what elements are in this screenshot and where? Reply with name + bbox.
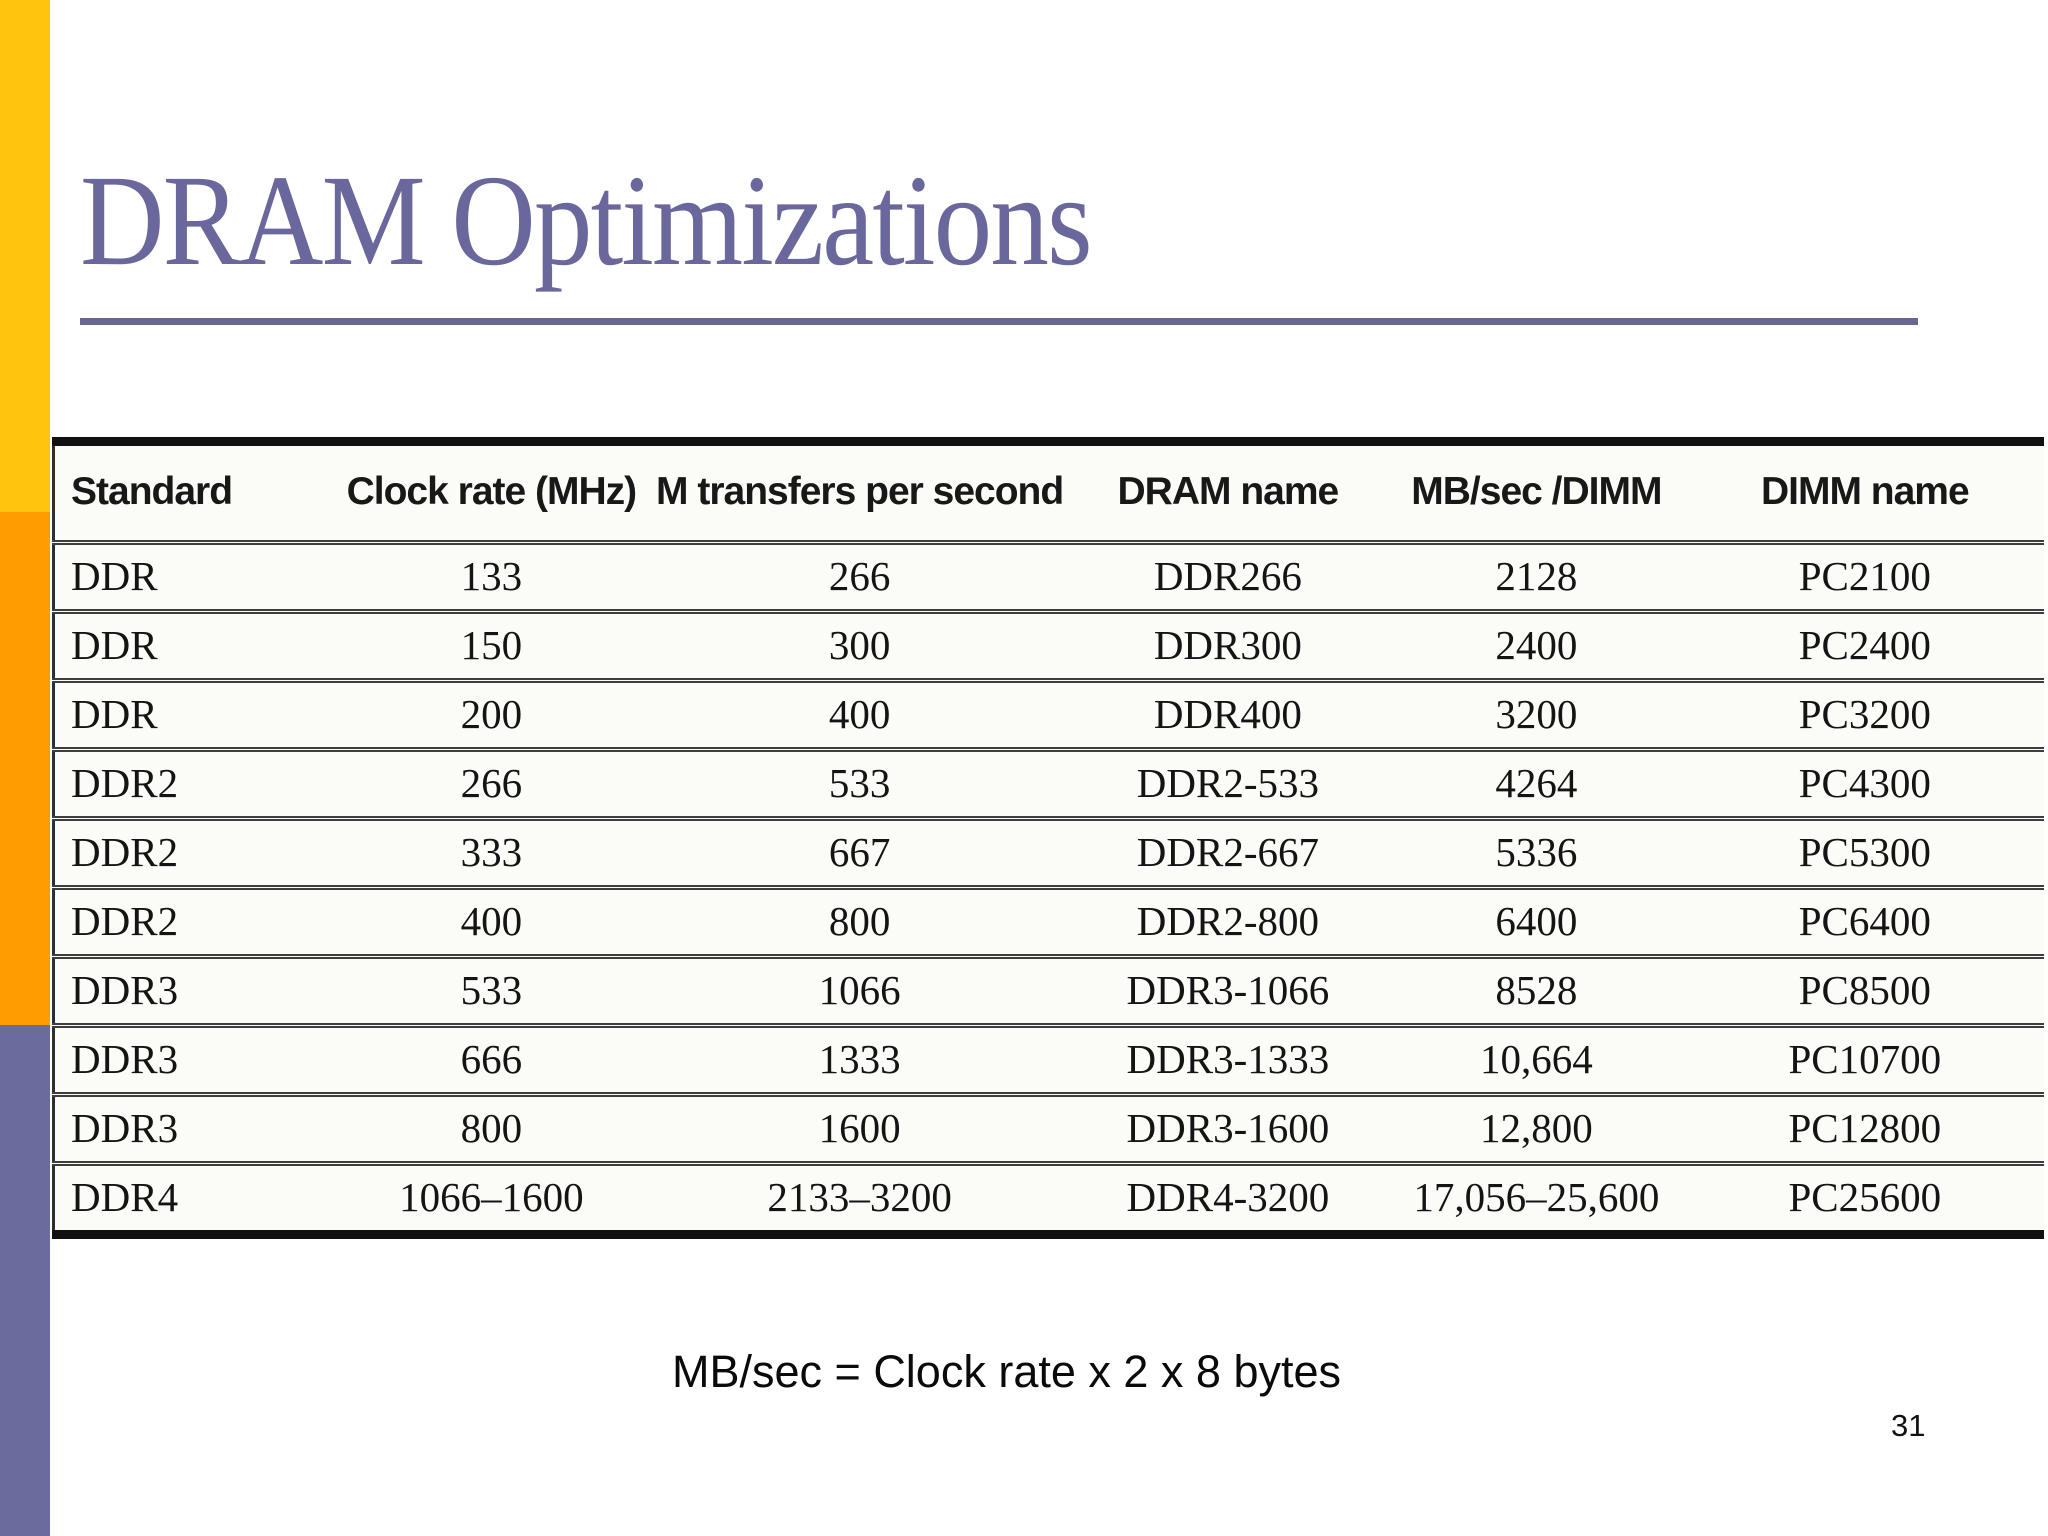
table-cell: 800 <box>460 1105 523 1151</box>
header-cell: M transfers per second <box>656 470 1064 513</box>
table-cell: 300 <box>828 622 891 668</box>
table-cell: 2133–3200 <box>767 1174 952 1220</box>
table-cell: 666 <box>460 1036 523 1082</box>
table-row: DDR2 333 667 DDR2-667 5336 PC5300 <box>53 818 2044 888</box>
table-cell: DDR3 <box>71 1105 179 1151</box>
page-number: 31 <box>1891 1408 1926 1443</box>
table-cell: 8528 <box>1495 967 1578 1013</box>
page-title: DRAM Optimizations <box>80 149 1093 293</box>
table-cell: DDR266 <box>1153 553 1302 599</box>
table-cell: PC2400 <box>1798 622 1931 668</box>
dram-table: Standard Clock rate (MHz) M transfers per … <box>52 437 2044 1239</box>
table-cell: DDR4-3200 <box>1126 1174 1330 1220</box>
table-cell: DDR3 <box>71 967 179 1013</box>
table-cell: DDR2-533 <box>1136 760 1319 806</box>
table-cell: DDR2 <box>71 898 179 944</box>
header-cell: DIMM name <box>1760 470 1970 513</box>
table-row: DDR 200 400 DDR400 3200 PC3200 <box>53 680 2044 750</box>
table-row: DDR3 533 1066 DDR3-1066 8528 PC8500 <box>53 956 2044 1026</box>
table-cell: DDR300 <box>1153 622 1302 668</box>
table-cell: 800 <box>828 898 891 944</box>
table-cell: 2128 <box>1495 553 1578 599</box>
table-cell: PC25600 <box>1788 1174 1942 1220</box>
table-cell: DDR2 <box>71 760 179 806</box>
table-row: DDR 133 266 DDR266 2128 PC2100 <box>54 543 2045 612</box>
table-cell: 1600 <box>818 1105 901 1151</box>
table-cell: 266 <box>460 760 523 806</box>
header-cell: DRAM name <box>1117 470 1340 513</box>
table-row: DDR2 266 533 DDR2-533 4264 PC4300 <box>53 749 2044 819</box>
table-cell: DDR2-800 <box>1136 898 1319 944</box>
table-cell: DDR <box>71 691 158 737</box>
table-cell: 1066 <box>818 967 901 1013</box>
table-cell: PC5300 <box>1798 829 1931 875</box>
table-row: DDR2 400 800 DDR2-800 6400 PC6400 <box>53 887 2044 957</box>
table-cell: 5336 <box>1495 829 1578 875</box>
header-cell: Clock rate (MHz) <box>346 470 638 513</box>
table-body: DDR 133 266 DDR266 2128 PC2100 DDR 150 300 DDR300… <box>53 543 2045 1235</box>
table-cell: DDR2 <box>71 829 179 875</box>
table-cell: DDR <box>71 622 158 668</box>
formula-caption: MB/sec = Clock rate x 2 x 8 bytes <box>672 1346 1342 1397</box>
table-cell: PC10700 <box>1788 1036 1942 1082</box>
table-cell: 400 <box>460 898 523 944</box>
table-cell: DDR3-1066 <box>1126 967 1330 1013</box>
table-cell: DDR <box>71 553 158 599</box>
table-row: DDR3 800 1600 DDR3-1600 12,800 PC12800 <box>53 1094 2044 1164</box>
left-accent-bar <box>0 0 50 1536</box>
title-underline <box>80 318 1918 325</box>
table-cell: 150 <box>460 622 523 668</box>
table-row: DDR4 1066–1600 2133–3200 DDR4-3200 17,056–25… <box>53 1163 2044 1235</box>
table-cell: 533 <box>460 967 523 1013</box>
table-header-row: Standard Clock rate (MHz) M transfers per … <box>53 442 2044 543</box>
table-cell: 533 <box>828 760 891 806</box>
header-cell: MB/sec /DIMM <box>1411 470 1662 513</box>
table-cell: PC3200 <box>1798 691 1931 737</box>
table-cell: 333 <box>460 829 523 875</box>
table-cell: 266 <box>828 553 891 599</box>
table-cell: PC12800 <box>1788 1105 1942 1151</box>
table-row: DDR 150 300 DDR300 2400 PC2400 <box>53 611 2044 681</box>
table-cell: 200 <box>460 691 523 737</box>
table-cell: 12,800 <box>1480 1105 1593 1151</box>
table-row: DDR3 666 1333 DDR3-1333 10,664 PC10700 <box>53 1025 2044 1095</box>
table-cell: DDR400 <box>1153 691 1302 737</box>
table-cell: DDR3 <box>71 1036 179 1082</box>
table-cell: 133 <box>460 553 523 599</box>
accent-bar-gold-segment <box>0 0 50 512</box>
header-cell: Standard <box>71 470 233 513</box>
table-cell: 400 <box>828 691 891 737</box>
table-cell: DDR3-1333 <box>1126 1036 1330 1082</box>
table-cell: 10,664 <box>1480 1036 1593 1082</box>
table-cell: 1066–1600 <box>399 1174 584 1220</box>
dram-table-container: Standard Clock rate (MHz) M transfers per … <box>52 437 2044 1239</box>
table-cell: PC4300 <box>1798 760 1931 806</box>
table-cell: PC6400 <box>1798 898 1931 944</box>
table-cell: 3200 <box>1495 691 1578 737</box>
table-cell: PC8500 <box>1798 967 1931 1013</box>
accent-bar-purple-segment <box>0 1025 50 1536</box>
table-cell: DDR2-667 <box>1136 829 1319 875</box>
accent-bar-orange-segment <box>0 512 50 1025</box>
table-cell: DDR3-1600 <box>1126 1105 1330 1151</box>
table-cell: 6400 <box>1495 898 1578 944</box>
table-cell: 667 <box>828 829 891 875</box>
table-cell: 1333 <box>818 1036 901 1082</box>
table-cell: 17,056–25,600 <box>1413 1174 1660 1220</box>
table-cell: 4264 <box>1495 760 1578 806</box>
table-cell: PC2100 <box>1798 553 1931 599</box>
table-cell: 2400 <box>1495 622 1578 668</box>
table-cell: DDR4 <box>71 1174 179 1220</box>
